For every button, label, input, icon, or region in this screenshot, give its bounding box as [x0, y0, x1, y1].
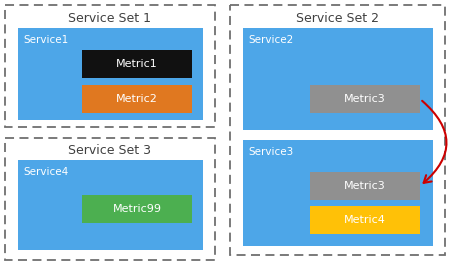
- Text: Metric1: Metric1: [116, 59, 158, 69]
- Bar: [18, 28, 203, 120]
- Bar: [82, 195, 192, 223]
- Text: Metric3: Metric3: [344, 181, 386, 191]
- Bar: [82, 85, 192, 113]
- Bar: [5, 5, 215, 127]
- Text: Metric4: Metric4: [344, 215, 386, 225]
- Text: Metric3: Metric3: [344, 94, 386, 104]
- Bar: [310, 206, 420, 234]
- Bar: [243, 140, 433, 246]
- Bar: [243, 28, 433, 130]
- Bar: [310, 85, 420, 113]
- FancyArrowPatch shape: [422, 101, 446, 183]
- Text: Metric2: Metric2: [116, 94, 158, 104]
- Text: Service4: Service4: [23, 167, 68, 177]
- Text: Service Set 2: Service Set 2: [296, 11, 379, 25]
- Text: Service3: Service3: [248, 147, 293, 157]
- Text: Metric99: Metric99: [113, 204, 162, 214]
- Text: Service2: Service2: [248, 35, 293, 45]
- Text: Service1: Service1: [23, 35, 68, 45]
- Text: Service Set 3: Service Set 3: [69, 144, 152, 158]
- Bar: [18, 160, 203, 250]
- Bar: [5, 138, 215, 260]
- Bar: [82, 50, 192, 78]
- Bar: [310, 172, 420, 200]
- Text: Service Set 1: Service Set 1: [69, 11, 152, 25]
- Bar: [230, 5, 445, 255]
